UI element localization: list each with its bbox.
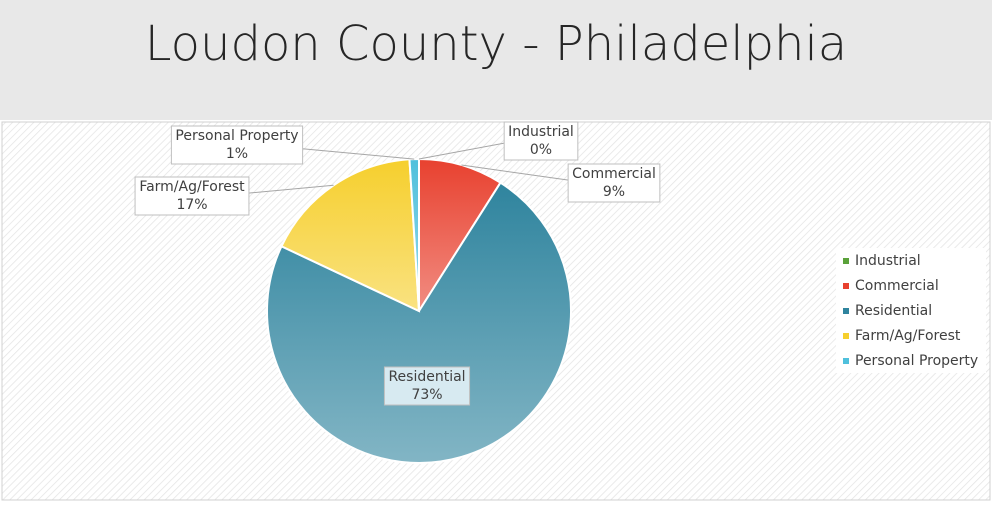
legend-marker [843, 333, 849, 339]
leader-line [418, 140, 517, 160]
legend-marker [843, 258, 849, 264]
legend-box [836, 248, 986, 373]
data-label-name: Commercial [572, 166, 656, 182]
data-label-box [134, 176, 250, 216]
title-band [0, 0, 992, 120]
data-label-name: Industrial [508, 124, 574, 140]
data-label-value: 1% [226, 146, 248, 162]
legend-marker [843, 308, 849, 314]
data-label-value: 17% [176, 197, 207, 213]
data-label-box [383, 366, 471, 406]
legend-label: Personal Property [855, 353, 978, 369]
data-label-box [170, 125, 304, 165]
data-label-name: Farm/Ag/Forest [139, 179, 245, 195]
data-label-box [567, 163, 661, 203]
pie-slice [408, 157, 420, 312]
chart-title: Loudon County - Philadelphia [145, 16, 847, 72]
data-label-value: 0% [530, 142, 552, 158]
pie-slice [266, 181, 572, 464]
data-label-name: Residential [388, 369, 465, 385]
legend-label: Commercial [855, 278, 939, 294]
data-label-value: 9% [603, 184, 625, 200]
legend-label: Industrial [855, 253, 921, 269]
legend-label: Farm/Ag/Forest [855, 328, 961, 344]
legend-label: Residential [855, 303, 932, 319]
data-label-value: 73% [411, 387, 442, 403]
data-label-box [503, 121, 579, 161]
data-label-name: Personal Property [175, 128, 298, 144]
legend-marker [843, 358, 849, 364]
legend-marker [843, 283, 849, 289]
